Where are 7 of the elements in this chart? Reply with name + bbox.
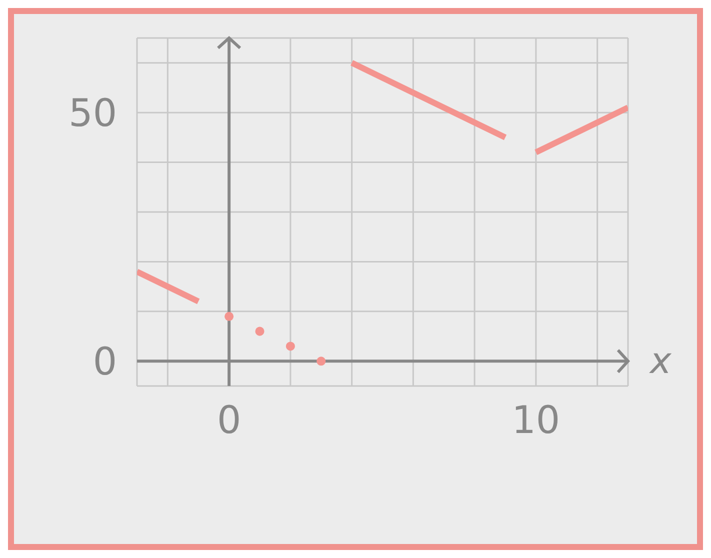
y-tick-label: 50: [68, 91, 117, 136]
point: [286, 342, 295, 351]
x-axis-title: x: [649, 341, 672, 382]
x-tick-label: 10: [512, 398, 560, 442]
point: [316, 356, 326, 366]
point: [224, 312, 234, 321]
point: [255, 326, 264, 336]
